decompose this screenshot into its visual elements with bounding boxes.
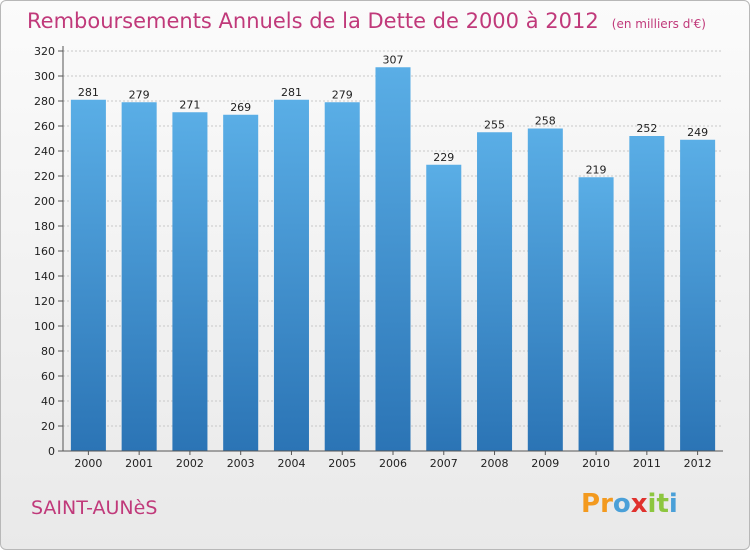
- y-tick-label: 220: [34, 170, 55, 183]
- value-label-2001: 279: [129, 88, 150, 101]
- y-tick-label: 40: [41, 395, 55, 408]
- value-label-2010: 219: [586, 163, 607, 176]
- bar-2000: [70, 99, 106, 451]
- x-tick-label-2009: 2009: [531, 457, 559, 470]
- bar-2011: [629, 136, 665, 451]
- bar-2002: [172, 112, 208, 451]
- y-tick-label: 260: [34, 120, 55, 133]
- axes: 0 20 40 60 80 100 120 140 160 180 200 220 240 260 280 3…: [34, 45, 723, 470]
- chart-title: Remboursements Annuels de la Dette de 20…: [27, 9, 599, 33]
- bar-2004: [273, 99, 309, 451]
- title-row: Remboursements Annuels de la Dette de 20…: [27, 9, 706, 33]
- x-tick-label-2008: 2008: [481, 457, 509, 470]
- value-label-2008: 255: [484, 118, 505, 131]
- proxiti-logo: Proxiti: [581, 489, 678, 519]
- value-label-2007: 229: [433, 151, 454, 164]
- y-tick-label: 180: [34, 220, 55, 233]
- logo-letter: x: [630, 489, 648, 519]
- x-tick-label-2002: 2002: [176, 457, 204, 470]
- value-label-2012: 249: [687, 126, 708, 139]
- bar-2001: [121, 102, 157, 451]
- commune-name: SAINT-AUNèS: [31, 497, 158, 519]
- y-tick-label: 0: [48, 445, 55, 458]
- y-tick-label: 140: [34, 270, 55, 283]
- y-tick-label: 160: [34, 245, 55, 258]
- x-tick-label-2012: 2012: [684, 457, 712, 470]
- y-tick-label: 120: [34, 295, 55, 308]
- y-tick-label: 100: [34, 320, 55, 333]
- bar-2007: [426, 164, 462, 451]
- y-tick-label: 300: [34, 70, 55, 83]
- y-tick-label: 60: [41, 370, 55, 383]
- x-tick-label-2005: 2005: [328, 457, 356, 470]
- logo-letter: P: [581, 489, 601, 519]
- logo-letter: r: [600, 489, 613, 519]
- bar-2003: [223, 114, 259, 451]
- value-label-2003: 269: [230, 101, 251, 114]
- value-label-2002: 271: [179, 98, 200, 111]
- bars: 281 279 271 269 281 279 307 229 255 258 219 252 249: [70, 53, 716, 451]
- y-tick-label: 20: [41, 420, 55, 433]
- value-label-2006: 307: [383, 53, 404, 66]
- y-tick-label: 240: [34, 145, 55, 158]
- value-label-2009: 258: [535, 115, 556, 128]
- value-label-2005: 279: [332, 88, 353, 101]
- x-tick-label-2004: 2004: [277, 457, 305, 470]
- bar-2006: [375, 67, 411, 451]
- bar-2010: [578, 177, 614, 451]
- value-label-2004: 281: [281, 86, 302, 99]
- bar-2008: [477, 132, 513, 451]
- x-tick-label-2010: 2010: [582, 457, 610, 470]
- bar-2005: [324, 102, 360, 451]
- x-tick-label-2000: 2000: [74, 457, 102, 470]
- x-tick-label-2011: 2011: [633, 457, 661, 470]
- logo-letter: o: [612, 489, 631, 519]
- logo-letter: i: [668, 489, 678, 519]
- y-tick-label: 80: [41, 345, 55, 358]
- chart-unit: (en milliers d'€): [611, 17, 706, 31]
- logo-letter: i: [647, 489, 657, 519]
- x-tick-label-2003: 2003: [227, 457, 255, 470]
- value-label-2000: 281: [78, 86, 99, 99]
- y-tick-label: 200: [34, 195, 55, 208]
- y-tick-label: 280: [34, 95, 55, 108]
- bar-2009: [527, 128, 563, 451]
- value-label-2011: 252: [636, 122, 657, 135]
- logo-letter: t: [656, 489, 669, 519]
- x-tick-label-2001: 2001: [125, 457, 153, 470]
- x-tick-label-2006: 2006: [379, 457, 407, 470]
- y-tick-label: 320: [34, 45, 55, 58]
- bar-2012: [680, 139, 716, 451]
- x-tick-label-2007: 2007: [430, 457, 458, 470]
